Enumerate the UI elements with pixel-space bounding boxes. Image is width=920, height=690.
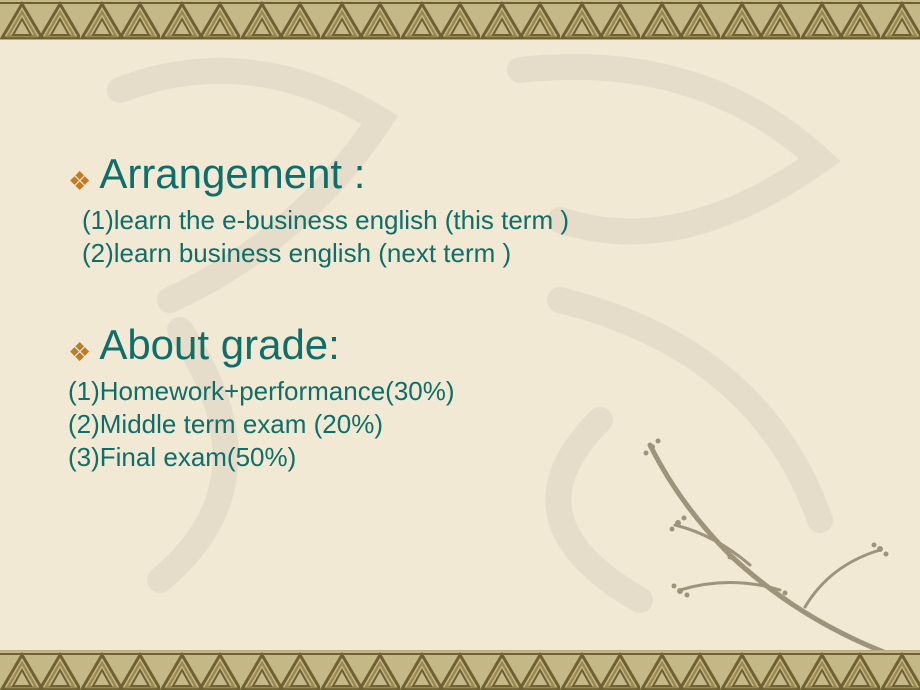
section-heading-2: ❖ About grade: bbox=[68, 321, 880, 369]
list-item: (2)Middle term exam (20%) bbox=[68, 408, 880, 441]
list-item: (3)Final exam(50%) bbox=[68, 441, 880, 474]
list-item: (1)Homework+performance(30%) bbox=[68, 375, 880, 408]
heading-text: About grade: bbox=[99, 321, 340, 369]
slide-content: ❖ Arrangement : (1)learn the e-business … bbox=[68, 150, 880, 474]
diamond-bullet-icon: ❖ bbox=[68, 339, 91, 365]
heading-text: Arrangement : bbox=[99, 150, 365, 198]
section-heading-1: ❖ Arrangement : bbox=[68, 150, 880, 198]
list-item: (1)learn the e-business english (this te… bbox=[82, 204, 880, 237]
top-border bbox=[0, 0, 920, 40]
diamond-bullet-icon: ❖ bbox=[68, 168, 91, 194]
list-item: (2)learn business english (next term ) bbox=[82, 237, 880, 270]
bottom-border bbox=[0, 650, 920, 690]
